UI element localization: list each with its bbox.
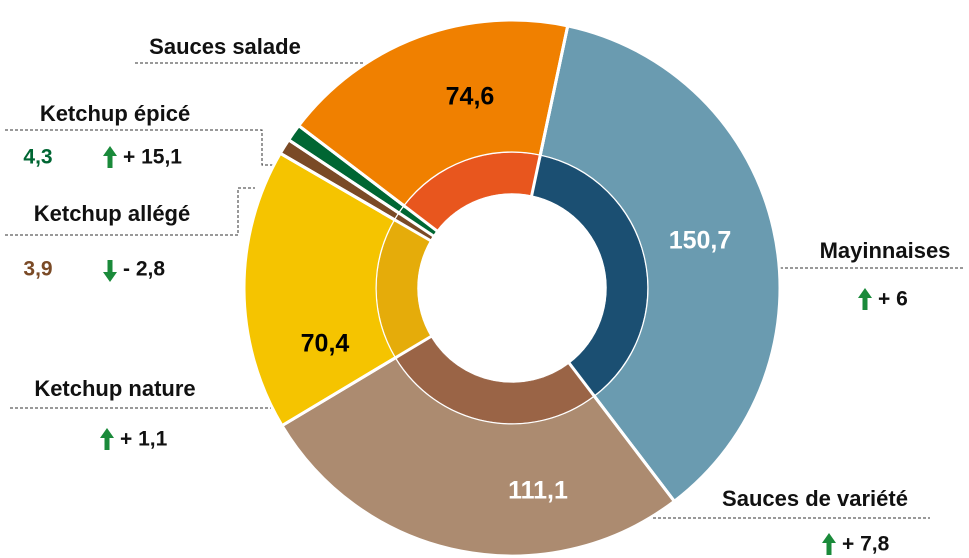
change-arrow (103, 146, 117, 168)
change-label: + 1,1 (120, 428, 168, 451)
slice-gap (281, 334, 433, 427)
change-label: - 2,8 (123, 258, 165, 281)
value-label: 150,7 (669, 227, 732, 255)
change-label: + 6 (878, 288, 908, 311)
value-label: 74,6 (446, 83, 495, 111)
value-label: 111,1 (508, 477, 568, 505)
change-label: + 15,1 (123, 146, 182, 169)
category-label: Sauces de variété (722, 486, 908, 511)
change-arrow (822, 533, 836, 555)
slice-gap (567, 361, 676, 503)
slice-gap (287, 138, 436, 238)
slice-gap (297, 124, 439, 233)
category-label: Ketchup allégé (34, 201, 190, 226)
change-label: + 7,8 (842, 533, 890, 556)
value-label: 3,9 (23, 258, 52, 281)
change-arrow (858, 288, 872, 310)
value-label: 4,3 (23, 146, 52, 169)
change-arrow (103, 260, 117, 282)
category-label: Ketchup épicé (40, 101, 190, 126)
slice-inner (531, 155, 648, 396)
leader-line (5, 187, 255, 236)
slice-gap (279, 152, 433, 243)
category-label: Mayinnaises (820, 238, 951, 263)
change-arrow (100, 428, 114, 450)
category-label: Sauces salade (149, 34, 301, 59)
slice-gap (529, 25, 570, 198)
value-label: 70,4 (301, 330, 350, 358)
category-label: Ketchup nature (34, 376, 195, 401)
